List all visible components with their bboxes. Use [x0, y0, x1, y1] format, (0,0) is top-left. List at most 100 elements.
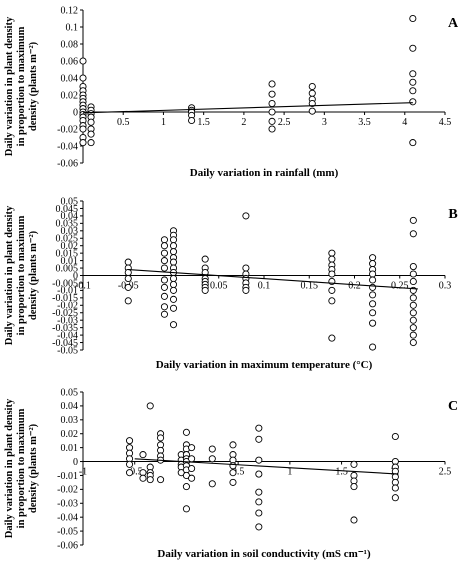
data-point: [229, 469, 237, 477]
x-tick-label: 0.5: [117, 117, 130, 128]
data-point: [139, 474, 147, 482]
y-tick-label: 0.04: [61, 401, 79, 412]
data-point: [255, 424, 263, 432]
y-axis-label-line: Daily variation in plant density: [4, 398, 15, 538]
trend-line: [128, 268, 418, 290]
data-point: [255, 456, 263, 464]
data-point: [169, 321, 178, 329]
data-point: [369, 319, 377, 327]
data-point: [255, 435, 263, 443]
x-axis-label: Daily variation in maximum temperature (…: [156, 359, 373, 371]
data-point: [391, 432, 399, 441]
x-axis-label: Daily variation in rainfall (mm): [190, 167, 339, 179]
y-tick-label: 0: [73, 457, 78, 468]
data-point: [242, 286, 250, 294]
y-tick-label: -0.04: [57, 512, 78, 523]
panel-label: C: [448, 399, 458, 414]
y-axis-label-line: in proportion to maximum: [16, 215, 27, 335]
data-point: [201, 286, 209, 294]
y-tick-label: -0.03: [57, 499, 78, 510]
panel-label: A: [448, 16, 459, 31]
x-tick-label: 0.3: [439, 281, 452, 292]
data-point: [409, 338, 417, 347]
x-tick-label: 2.5: [278, 117, 291, 128]
x-axis-label: Daily variation in soil conductivity (mS…: [157, 548, 371, 560]
data-point: [328, 334, 336, 342]
data-point: [188, 464, 196, 473]
data-point: [124, 283, 132, 291]
data-point: [169, 274, 178, 283]
data-point: [87, 118, 95, 126]
y-tick-label: 0.02: [61, 90, 79, 101]
y-tick-label: 0.08: [61, 39, 79, 50]
data-point: [169, 286, 178, 294]
x-tick-label: 0.15: [301, 281, 319, 292]
data-point: [160, 303, 168, 311]
x-tick-label: 4.5: [439, 117, 452, 128]
data-point: [125, 460, 134, 468]
data-point: [160, 249, 168, 257]
data-point: [169, 248, 178, 256]
y-tick-label: 0.04: [61, 211, 79, 222]
data-point: [409, 44, 417, 52]
data-point: [391, 494, 399, 502]
data-point: [242, 264, 250, 272]
data-point: [169, 280, 178, 288]
x-tick-label: -0.5: [127, 467, 143, 478]
data-point: [160, 242, 168, 250]
data-point: [188, 444, 196, 452]
x-tick-label: 4: [402, 117, 407, 128]
data-point: [409, 70, 417, 78]
data-point: [160, 276, 168, 284]
data-point: [409, 139, 417, 147]
data-point: [255, 488, 263, 496]
y-tick-label: 0.045: [56, 204, 79, 215]
data-point: [160, 292, 168, 300]
y-tick-label: -0.035: [52, 323, 78, 334]
data-point: [409, 87, 417, 95]
data-point: [146, 402, 154, 410]
y-tick-label: -0.05: [57, 526, 78, 537]
x-tick-label: 0.25: [391, 281, 409, 292]
data-point: [409, 78, 417, 86]
data-point: [160, 310, 168, 318]
data-point: [169, 258, 178, 266]
y-tick-label: 0.025: [56, 234, 79, 245]
data-point: [369, 309, 377, 317]
x-tick-label: 3.5: [358, 117, 371, 128]
data-point: [328, 249, 336, 257]
data-point: [87, 130, 95, 138]
data-point: [369, 291, 377, 299]
data-point: [255, 523, 263, 531]
data-point: [242, 212, 250, 220]
y-tick-label: 0.05: [61, 387, 79, 398]
y-tick-label: 0.03: [61, 415, 79, 426]
y-tick-label: -0.04: [57, 330, 78, 341]
data-point: [328, 255, 336, 263]
data-point: [229, 441, 237, 449]
data-point: [124, 268, 132, 277]
data-point: [409, 294, 417, 302]
y-tick-label: 0.005: [56, 263, 79, 274]
y-tick-label: -0.05: [57, 345, 78, 356]
data-point: [79, 74, 87, 82]
y-tick-label: 0.06: [61, 56, 79, 67]
data-point: [229, 478, 237, 486]
x-tick-label: 0.1: [258, 281, 271, 292]
y-tick-label: -0.04: [57, 141, 78, 152]
data-point: [169, 236, 178, 244]
data-point: [268, 125, 276, 133]
data-point: [87, 139, 95, 147]
x-tick-label: 3: [322, 117, 327, 128]
y-tick-label: -0.03: [57, 316, 78, 327]
data-point: [182, 505, 190, 513]
data-point: [188, 455, 196, 463]
data-point: [157, 434, 165, 442]
data-point: [328, 270, 336, 278]
data-point: [308, 99, 316, 108]
data-point: [409, 324, 417, 332]
x-tick-label: -0.1: [75, 281, 91, 292]
data-point: [350, 460, 358, 468]
data-point: [188, 474, 196, 482]
data-point: [369, 260, 377, 268]
